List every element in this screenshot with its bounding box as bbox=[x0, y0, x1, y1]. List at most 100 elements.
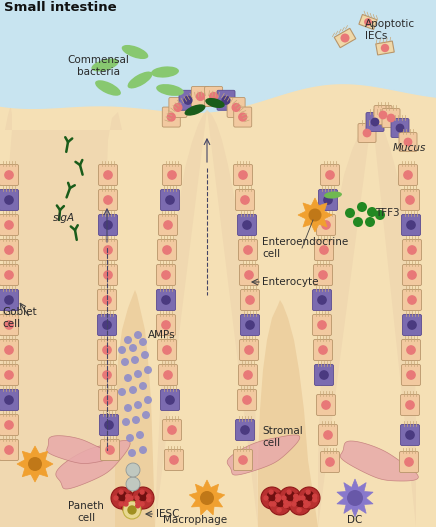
Circle shape bbox=[184, 96, 192, 104]
FancyBboxPatch shape bbox=[391, 119, 409, 138]
Circle shape bbox=[131, 356, 139, 364]
Circle shape bbox=[124, 404, 132, 412]
Circle shape bbox=[241, 426, 249, 434]
FancyBboxPatch shape bbox=[0, 164, 18, 186]
FancyBboxPatch shape bbox=[313, 315, 331, 336]
Circle shape bbox=[243, 221, 251, 229]
Circle shape bbox=[284, 500, 288, 504]
Circle shape bbox=[134, 331, 142, 339]
Circle shape bbox=[136, 504, 140, 508]
Circle shape bbox=[272, 502, 276, 506]
Circle shape bbox=[319, 271, 327, 279]
Circle shape bbox=[292, 502, 296, 506]
Circle shape bbox=[318, 296, 326, 304]
Circle shape bbox=[406, 401, 414, 409]
FancyBboxPatch shape bbox=[382, 109, 400, 128]
Text: Enteroendocrine
cell: Enteroendocrine cell bbox=[262, 237, 348, 259]
FancyBboxPatch shape bbox=[0, 265, 18, 286]
Circle shape bbox=[320, 246, 328, 254]
Polygon shape bbox=[155, 110, 258, 527]
Circle shape bbox=[139, 382, 147, 390]
Circle shape bbox=[322, 401, 330, 409]
FancyBboxPatch shape bbox=[0, 389, 18, 411]
Circle shape bbox=[408, 271, 416, 279]
FancyBboxPatch shape bbox=[227, 97, 245, 118]
FancyBboxPatch shape bbox=[399, 132, 417, 151]
Circle shape bbox=[5, 371, 13, 379]
Circle shape bbox=[5, 196, 13, 204]
FancyBboxPatch shape bbox=[0, 440, 18, 461]
FancyBboxPatch shape bbox=[313, 265, 333, 286]
Circle shape bbox=[5, 346, 13, 354]
Circle shape bbox=[168, 426, 176, 434]
Circle shape bbox=[406, 431, 414, 439]
Circle shape bbox=[144, 366, 152, 374]
Polygon shape bbox=[298, 198, 332, 232]
FancyBboxPatch shape bbox=[241, 315, 259, 336]
FancyBboxPatch shape bbox=[238, 389, 256, 411]
Circle shape bbox=[166, 396, 174, 404]
Polygon shape bbox=[47, 436, 111, 464]
Circle shape bbox=[163, 246, 171, 254]
FancyBboxPatch shape bbox=[402, 339, 420, 360]
Circle shape bbox=[276, 494, 280, 498]
Circle shape bbox=[142, 411, 150, 419]
Polygon shape bbox=[115, 290, 155, 527]
FancyBboxPatch shape bbox=[157, 315, 176, 336]
FancyBboxPatch shape bbox=[317, 214, 335, 236]
Circle shape bbox=[5, 221, 13, 229]
FancyBboxPatch shape bbox=[101, 440, 119, 461]
Circle shape bbox=[269, 502, 273, 506]
Text: Paneth
cell: Paneth cell bbox=[68, 501, 104, 523]
Circle shape bbox=[246, 321, 254, 329]
Circle shape bbox=[147, 494, 151, 498]
Circle shape bbox=[245, 271, 253, 279]
Circle shape bbox=[324, 431, 332, 439]
FancyBboxPatch shape bbox=[374, 105, 392, 124]
Circle shape bbox=[103, 321, 111, 329]
Circle shape bbox=[404, 138, 412, 145]
Circle shape bbox=[318, 321, 326, 329]
FancyBboxPatch shape bbox=[99, 214, 117, 236]
Ellipse shape bbox=[128, 72, 153, 89]
Circle shape bbox=[114, 496, 118, 500]
Circle shape bbox=[379, 111, 387, 119]
Circle shape bbox=[287, 490, 291, 494]
Circle shape bbox=[162, 321, 170, 329]
FancyBboxPatch shape bbox=[0, 190, 18, 210]
Circle shape bbox=[404, 171, 412, 179]
Circle shape bbox=[103, 371, 111, 379]
Circle shape bbox=[277, 496, 281, 500]
FancyBboxPatch shape bbox=[234, 450, 252, 471]
Circle shape bbox=[168, 171, 176, 179]
Circle shape bbox=[268, 492, 276, 501]
Circle shape bbox=[5, 271, 13, 279]
Circle shape bbox=[244, 371, 252, 379]
Circle shape bbox=[408, 296, 416, 304]
Circle shape bbox=[294, 494, 298, 498]
Circle shape bbox=[306, 502, 310, 506]
FancyBboxPatch shape bbox=[401, 425, 419, 445]
Circle shape bbox=[304, 492, 313, 501]
Circle shape bbox=[381, 44, 389, 52]
Circle shape bbox=[243, 396, 251, 404]
Circle shape bbox=[375, 210, 385, 220]
Circle shape bbox=[105, 421, 113, 429]
Circle shape bbox=[210, 93, 218, 101]
Circle shape bbox=[387, 114, 395, 122]
FancyBboxPatch shape bbox=[98, 339, 116, 360]
FancyBboxPatch shape bbox=[402, 365, 420, 385]
FancyBboxPatch shape bbox=[402, 289, 422, 310]
Circle shape bbox=[408, 321, 416, 329]
FancyBboxPatch shape bbox=[402, 214, 420, 236]
Circle shape bbox=[313, 498, 317, 502]
Circle shape bbox=[124, 374, 132, 382]
Circle shape bbox=[406, 196, 414, 204]
Circle shape bbox=[132, 416, 140, 424]
Circle shape bbox=[341, 34, 350, 43]
Circle shape bbox=[261, 487, 283, 509]
Circle shape bbox=[197, 93, 204, 101]
FancyBboxPatch shape bbox=[98, 315, 116, 336]
Circle shape bbox=[147, 498, 151, 502]
FancyBboxPatch shape bbox=[164, 450, 184, 471]
